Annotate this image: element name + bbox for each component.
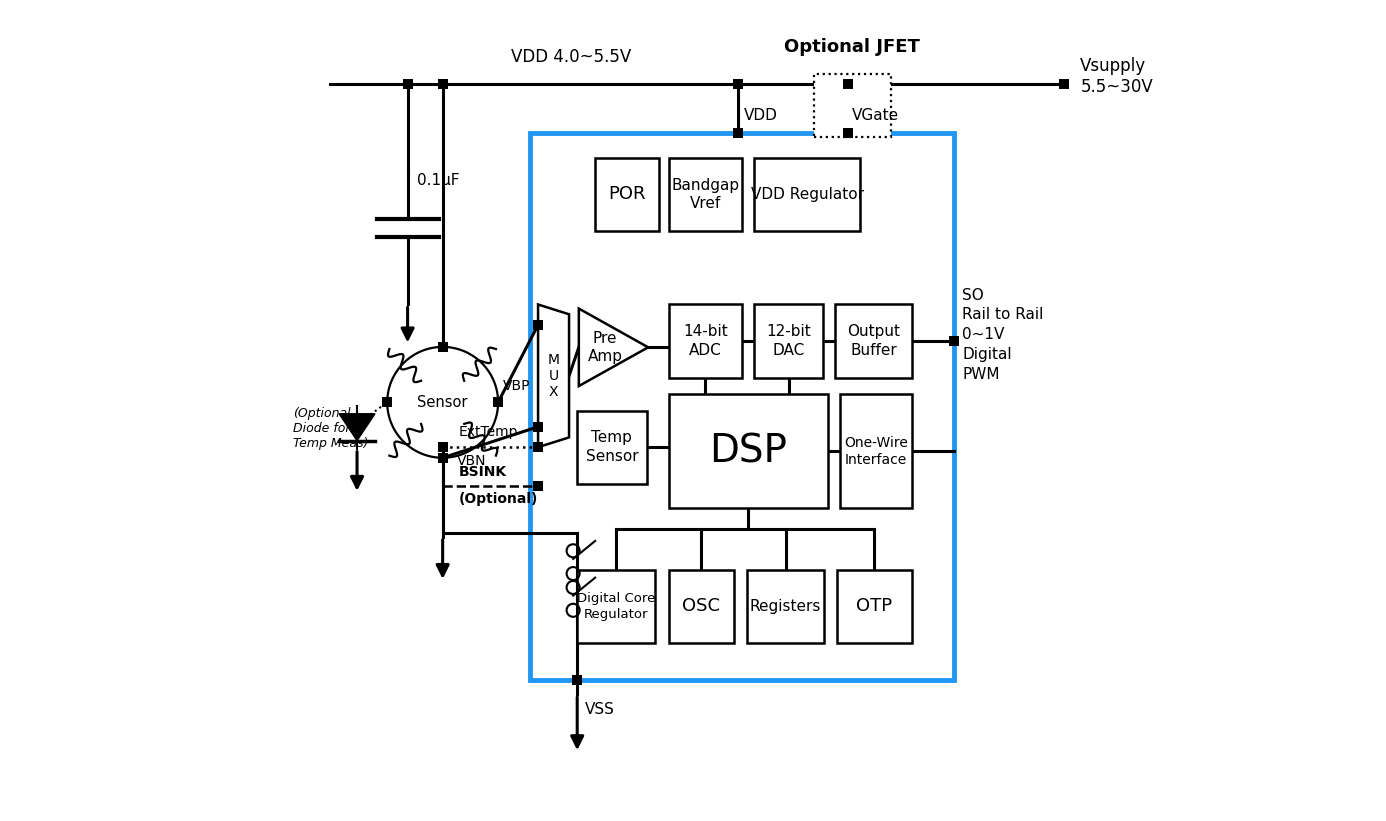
Text: ExtTemp: ExtTemp — [459, 425, 518, 439]
Text: VBP: VBP — [503, 378, 531, 392]
Bar — [668, 570, 733, 643]
Text: Bandgap
Vref: Bandgap Vref — [671, 177, 739, 211]
Text: Temp
Sensor: Temp Sensor — [585, 430, 638, 464]
Text: VDD 4.0~5.5V: VDD 4.0~5.5V — [510, 48, 631, 67]
Bar — [814, 74, 891, 137]
Bar — [577, 410, 646, 484]
Bar — [754, 158, 861, 231]
Text: VDD Regulator: VDD Regulator — [751, 187, 863, 202]
Text: OTP: OTP — [857, 597, 893, 615]
Polygon shape — [340, 414, 376, 441]
Polygon shape — [538, 305, 570, 447]
Text: BSINK: BSINK — [459, 465, 507, 479]
Text: 0.1μF: 0.1μF — [417, 173, 460, 188]
Polygon shape — [579, 309, 649, 386]
Text: VDD: VDD — [744, 108, 779, 123]
Bar — [837, 570, 912, 643]
Text: Pre
Amp: Pre Amp — [588, 331, 622, 364]
Text: POR: POR — [608, 186, 646, 204]
Text: VBN: VBN — [457, 454, 486, 468]
Text: Optional JFET: Optional JFET — [784, 38, 920, 56]
Bar — [834, 305, 912, 378]
Bar — [840, 394, 912, 508]
Text: VSS: VSS — [585, 703, 615, 718]
Text: (Optional
Diode for
Temp Meas): (Optional Diode for Temp Meas) — [294, 407, 369, 450]
Bar — [577, 570, 654, 643]
Text: DSP: DSP — [710, 433, 787, 470]
Bar — [668, 158, 742, 231]
Text: Output
Buffer: Output Buffer — [847, 324, 900, 358]
Text: SO
Rail to Rail
0~1V
Digital
PWM: SO Rail to Rail 0~1V Digital PWM — [962, 287, 1044, 382]
Text: Digital Core
Regulator: Digital Core Regulator — [577, 592, 656, 621]
Bar — [668, 394, 827, 508]
Bar — [754, 305, 823, 378]
Text: 14-bit
ADC: 14-bit ADC — [683, 324, 728, 358]
Text: VGate: VGate — [852, 108, 900, 123]
Text: 12-bit
DAC: 12-bit DAC — [766, 324, 811, 358]
Text: Sensor: Sensor — [417, 395, 468, 410]
Text: One-Wire
Interface: One-Wire Interface — [844, 436, 908, 467]
Bar — [668, 305, 742, 378]
Bar — [595, 158, 658, 231]
Text: OSC: OSC — [682, 597, 721, 615]
Bar — [529, 133, 954, 680]
Bar — [747, 570, 825, 643]
Text: M
U
X: M U X — [547, 353, 560, 399]
Text: (Optional): (Optional) — [459, 492, 538, 506]
Text: Vsupply
5.5~30V: Vsupply 5.5~30V — [1080, 57, 1153, 95]
Text: Registers: Registers — [750, 599, 822, 614]
